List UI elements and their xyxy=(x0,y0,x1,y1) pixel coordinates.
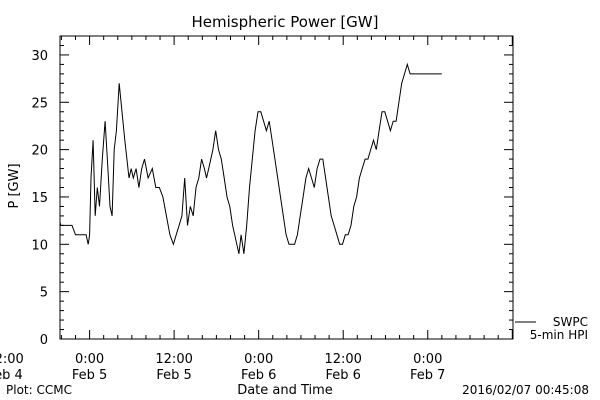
chart-title: Hemispheric Power [GW] xyxy=(192,13,379,31)
x-tick-date-label: Feb 4 xyxy=(0,368,23,383)
y-tick-label: 25 xyxy=(31,96,48,111)
x-tick-date-label: Feb 6 xyxy=(241,368,276,383)
x-axis-label: Date and Time xyxy=(237,383,333,398)
legend-label-swpc: SWPC xyxy=(553,315,588,329)
x-tick-date-label: Feb 6 xyxy=(326,368,361,383)
y-tick-label: 0 xyxy=(40,333,48,348)
x-tick-time-label: 0:00 xyxy=(75,352,104,367)
footer-plot-source: Plot: CCMC xyxy=(6,383,72,397)
y-tick-label: 10 xyxy=(31,238,48,253)
x-tick-time-label: 12:00 xyxy=(324,352,361,367)
plot-frame xyxy=(59,35,514,340)
y-tick-label: 30 xyxy=(31,49,48,64)
series-line-0 xyxy=(60,62,442,254)
y-tick-label: 5 xyxy=(40,286,48,301)
legend-label-5min-hpi: 5-min HPI xyxy=(530,328,588,342)
x-tick-time-label: 0:00 xyxy=(244,352,273,367)
x-tick-date-label: Feb 5 xyxy=(72,368,107,383)
x-tick-time-label: 0:00 xyxy=(413,352,442,367)
y-tick-label: 20 xyxy=(31,144,48,159)
x-tick-date-label: Feb 7 xyxy=(410,368,445,383)
footer-timestamp: 2016/02/07 00:45:08 xyxy=(462,383,589,397)
x-tick-date-label: Feb 5 xyxy=(156,368,191,383)
series-layer xyxy=(60,62,442,254)
y-axis-label: P [GW] xyxy=(7,163,22,208)
x-tick-time-label: 12:00 xyxy=(0,352,24,367)
y-tick-label: 15 xyxy=(31,191,48,206)
y-axis: 0 5 10 15 20 25 30 xyxy=(31,44,513,348)
x-tick-time-label: 12:00 xyxy=(155,352,192,367)
